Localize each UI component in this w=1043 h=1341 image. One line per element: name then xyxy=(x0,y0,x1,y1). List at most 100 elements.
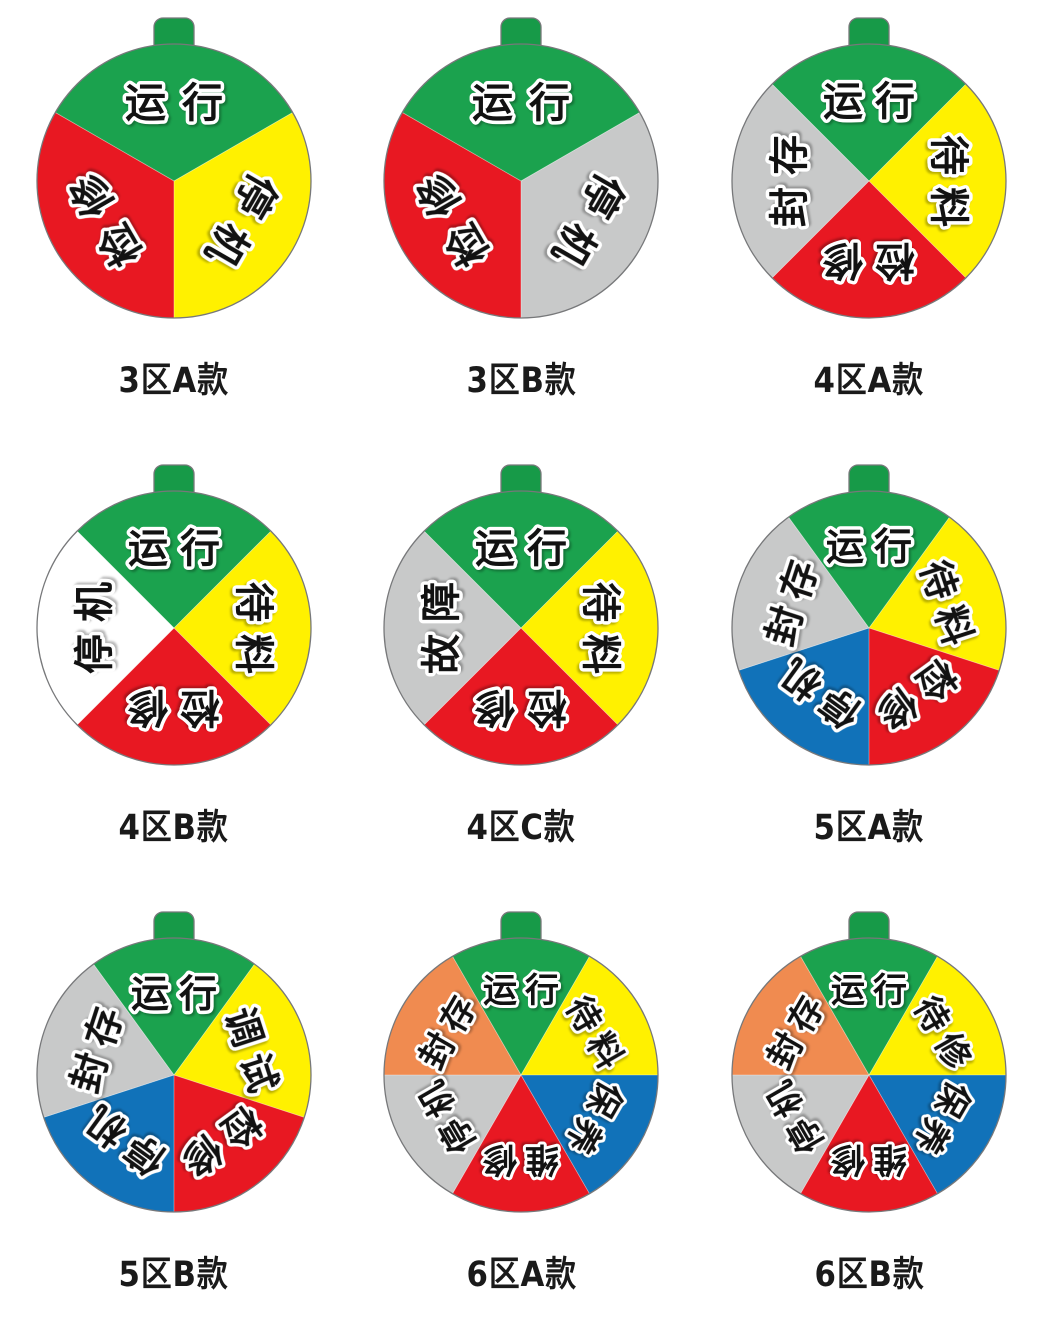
sector-divider xyxy=(868,516,951,629)
sector-divider xyxy=(772,83,870,182)
sector-label: 运行 xyxy=(483,971,567,1011)
wheel-caption: 4区A款 xyxy=(813,361,925,401)
sector-divider xyxy=(800,1074,870,1194)
sector-divider xyxy=(452,1074,522,1194)
sector-label: 运行 xyxy=(125,79,239,127)
wheel-sector-yellow xyxy=(173,964,311,1118)
sector-label: 运行 xyxy=(475,526,579,572)
wheel-caption: 3区A款 xyxy=(118,361,230,401)
wheel-rim xyxy=(36,43,312,319)
wheel-card-6b: 运行 待修 保养 维修 停机 封存 6区B款 xyxy=(695,894,1043,1341)
sector-divider xyxy=(869,627,1000,671)
wheel-sector-green xyxy=(55,43,293,182)
status-wheel-mount: 运行 调试 检修 停机 封存 xyxy=(24,910,324,1222)
wheel-caption: 3区B款 xyxy=(466,361,577,401)
sector-divider xyxy=(521,1074,591,1194)
sector-label: 封存 xyxy=(767,123,813,227)
wheel-sector-red xyxy=(36,112,174,318)
wheel-card-4b: 运行 待料 检修 停机 4区B款 xyxy=(0,447,348,894)
wheel-sector-yellow xyxy=(173,531,311,725)
sector-label: 待料 xyxy=(577,582,623,686)
wheel-sector-green xyxy=(800,937,938,1075)
sector-label: 检修 xyxy=(463,684,567,730)
sector-label: 运行 xyxy=(826,525,922,569)
sector-divider xyxy=(173,112,293,182)
sector-divider xyxy=(452,956,522,1076)
wheel-sector-gray xyxy=(732,517,870,671)
wheel-sector-green xyxy=(772,44,967,181)
status-wheel-mount: 运行 待料 检修 封存 xyxy=(719,16,1019,328)
wheel-card-5b: 运行 调试 检修 停机 封存 5区B款 xyxy=(0,894,348,1341)
sector-divider xyxy=(868,180,967,279)
wheel-sector-red xyxy=(424,628,619,765)
wheel-sector-yellow xyxy=(521,956,659,1075)
sector-label: 待料 xyxy=(925,135,971,239)
wheel-sector-green xyxy=(93,937,255,1075)
wheel-sector-red xyxy=(772,181,967,318)
wheel-sector-yellow xyxy=(869,956,1007,1075)
sector-label: 维修 xyxy=(475,1139,559,1179)
wheel-sector-red xyxy=(452,1075,590,1213)
sector-divider xyxy=(173,627,271,726)
wheel-rim xyxy=(383,937,660,1213)
status-wheel-mount: 运行 待料 保养 维修 停机 封存 xyxy=(371,910,671,1222)
wheel-sector-yellow xyxy=(173,112,311,318)
wheel-caption: 5区A款 xyxy=(813,808,925,848)
wheel-sector-green xyxy=(452,937,590,1075)
wheel-rim xyxy=(731,937,1007,1213)
wheel-caption: 5区B款 xyxy=(118,1255,229,1295)
wheel-sector-blue xyxy=(521,1075,659,1194)
sector-divider xyxy=(424,627,522,726)
wheel-card-5a: 运行 待料 检修 停机 封存 5区A款 xyxy=(695,447,1043,894)
status-wheel-mount: 运行 待修 保养 维修 停机 封存 xyxy=(719,910,1019,1222)
sector-divider xyxy=(402,112,522,182)
wheel-sector-gray xyxy=(36,964,174,1118)
sector-divider xyxy=(76,627,175,726)
wheel-card-4c: 运行 待料 检修 故障 4区C款 xyxy=(348,447,696,894)
wheel-sector-red xyxy=(173,1075,305,1212)
wheel-sector-green xyxy=(402,43,641,182)
wheel-sector-green xyxy=(76,491,271,628)
sector-label: 维修 xyxy=(823,1139,907,1179)
sector-divider xyxy=(173,1074,305,1118)
status-wheel-mount: 运行待料 检修 故障 xyxy=(371,463,671,775)
sector-divider xyxy=(521,956,591,1076)
sector-divider xyxy=(76,530,175,629)
sector-label: 运行 xyxy=(131,972,227,1016)
wheel-rim xyxy=(36,490,312,766)
wheel-sector-gray xyxy=(521,112,659,318)
wheel-sector-green xyxy=(424,491,619,628)
sector-label: 停机 xyxy=(72,570,118,674)
sector-divider xyxy=(173,963,255,1076)
sector-divider xyxy=(521,112,641,182)
wheel-rim xyxy=(731,43,1007,319)
sector-divider xyxy=(92,963,175,1076)
status-wheel-mount: 运行 待料 检修 停机 封存 xyxy=(719,463,1019,775)
sector-divider xyxy=(54,112,175,182)
sector-divider xyxy=(788,516,870,629)
wheel-rim xyxy=(36,937,312,1213)
wheel-sector-gray xyxy=(732,1075,870,1194)
wheel-sector-yellow xyxy=(521,531,659,725)
sector-label: 检修 xyxy=(116,684,220,730)
sector-divider xyxy=(772,180,870,279)
sector-label: 运行 xyxy=(831,971,915,1011)
wheel-rim xyxy=(731,490,1007,766)
sector-label: 故障 xyxy=(419,570,465,674)
wheel-sector-green xyxy=(788,490,950,628)
sector-label: 运行 xyxy=(128,526,232,572)
wheel-sector-orange xyxy=(384,956,522,1075)
wheel-sector-blue xyxy=(43,1075,174,1212)
status-wheel-mount: 运行 停机 检修 xyxy=(371,16,671,328)
wheel-caption: 4区B款 xyxy=(118,808,229,848)
wheel-sector-yellow xyxy=(869,84,1007,278)
sector-label: 检修 xyxy=(811,237,915,283)
